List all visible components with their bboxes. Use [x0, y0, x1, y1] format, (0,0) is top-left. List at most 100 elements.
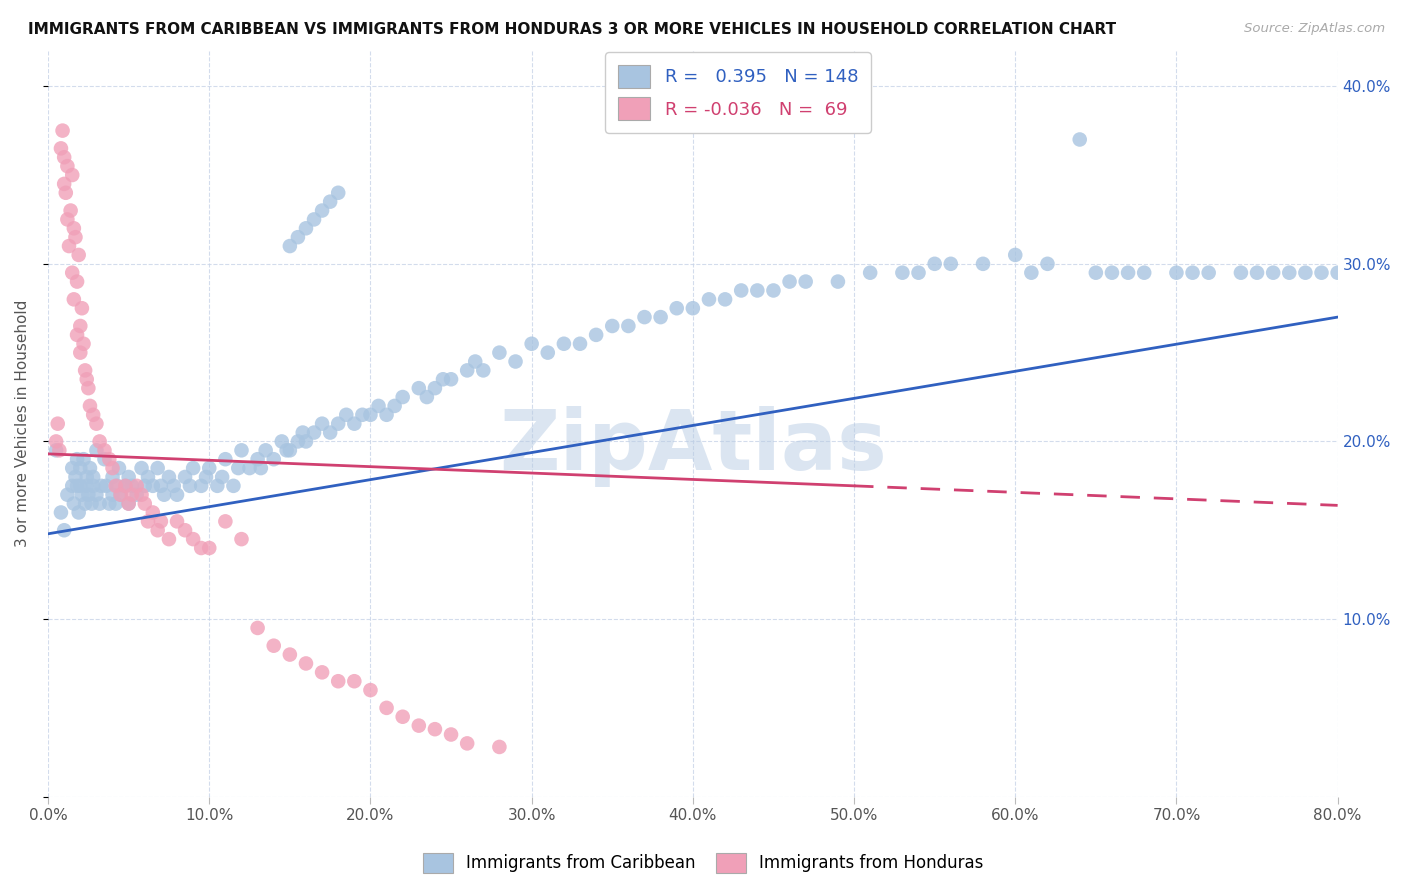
- Point: [287, 434, 309, 449]
- Point: [66, 479, 89, 493]
- Point: [65, 470, 87, 484]
- Point: [328, 674, 350, 689]
- Point: [408, 381, 430, 395]
- Point: [730, 284, 752, 298]
- Point: [65, 230, 87, 244]
- Point: [924, 257, 946, 271]
- Point: [375, 408, 398, 422]
- Point: [569, 336, 592, 351]
- Point: [214, 514, 236, 528]
- Point: [1181, 266, 1204, 280]
- Point: [384, 399, 406, 413]
- Point: [149, 479, 172, 493]
- Point: [79, 399, 101, 413]
- Point: [1310, 266, 1333, 280]
- Point: [69, 479, 91, 493]
- Point: [278, 239, 301, 253]
- Point: [93, 443, 115, 458]
- Point: [859, 266, 882, 280]
- Point: [131, 461, 153, 475]
- Point: [163, 479, 186, 493]
- Point: [80, 497, 103, 511]
- Point: [69, 318, 91, 333]
- Point: [136, 514, 159, 528]
- Point: [104, 479, 127, 493]
- Point: [207, 479, 229, 493]
- Point: [278, 443, 301, 458]
- Point: [456, 363, 478, 377]
- Point: [231, 443, 253, 458]
- Point: [118, 470, 141, 484]
- Point: [794, 275, 817, 289]
- Point: [66, 275, 89, 289]
- Point: [72, 452, 94, 467]
- Point: [246, 452, 269, 467]
- Point: [66, 452, 89, 467]
- Point: [45, 443, 67, 458]
- Point: [295, 221, 318, 235]
- Point: [391, 710, 413, 724]
- Point: [69, 461, 91, 475]
- Point: [335, 408, 357, 422]
- Point: [56, 488, 79, 502]
- Point: [125, 488, 148, 502]
- Point: [214, 452, 236, 467]
- Point: [77, 381, 100, 395]
- Point: [302, 212, 325, 227]
- Point: [287, 230, 309, 244]
- Point: [59, 203, 82, 218]
- Point: [121, 488, 143, 502]
- Point: [89, 434, 111, 449]
- Point: [110, 488, 132, 502]
- Point: [181, 461, 204, 475]
- Point: [49, 141, 72, 155]
- Point: [311, 203, 333, 218]
- Point: [114, 479, 136, 493]
- Point: [367, 399, 389, 413]
- Point: [72, 336, 94, 351]
- Point: [553, 336, 575, 351]
- Point: [90, 479, 112, 493]
- Point: [488, 739, 510, 754]
- Point: [472, 363, 495, 377]
- Point: [311, 417, 333, 431]
- Point: [633, 310, 655, 325]
- Point: [82, 470, 104, 484]
- Point: [375, 701, 398, 715]
- Text: IMMIGRANTS FROM CARIBBEAN VS IMMIGRANTS FROM HONDURAS 3 OR MORE VEHICLES IN HOUS: IMMIGRANTS FROM CARIBBEAN VS IMMIGRANTS …: [28, 22, 1116, 37]
- Point: [1004, 248, 1026, 262]
- Y-axis label: 3 or more Vehicles in Household: 3 or more Vehicles in Household: [15, 300, 30, 548]
- Point: [110, 488, 132, 502]
- Point: [93, 452, 115, 467]
- Point: [105, 479, 128, 493]
- Point: [67, 506, 90, 520]
- Point: [1278, 266, 1301, 280]
- Point: [86, 417, 108, 431]
- Point: [86, 443, 108, 458]
- Point: [46, 417, 69, 431]
- Point: [359, 683, 381, 698]
- Point: [488, 345, 510, 359]
- Point: [231, 532, 253, 546]
- Point: [76, 470, 98, 484]
- Point: [617, 318, 640, 333]
- Point: [82, 408, 104, 422]
- Point: [60, 461, 83, 475]
- Point: [263, 639, 285, 653]
- Point: [51, 123, 73, 137]
- Point: [762, 284, 785, 298]
- Point: [101, 470, 124, 484]
- Point: [1116, 266, 1139, 280]
- Point: [391, 390, 413, 404]
- Point: [291, 425, 314, 440]
- Point: [211, 470, 233, 484]
- Point: [134, 479, 156, 493]
- Point: [747, 284, 769, 298]
- Point: [1166, 266, 1188, 280]
- Point: [131, 488, 153, 502]
- Point: [907, 266, 929, 280]
- Point: [650, 310, 672, 325]
- Point: [77, 488, 100, 502]
- Point: [190, 541, 212, 555]
- Point: [311, 665, 333, 680]
